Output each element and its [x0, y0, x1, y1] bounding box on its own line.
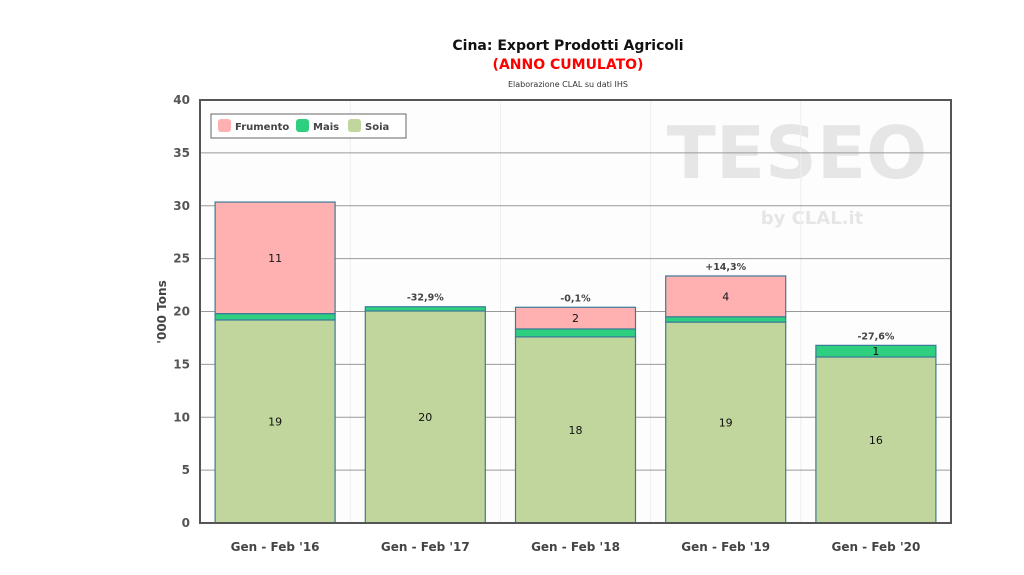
y-tick-label: 10	[173, 410, 190, 424]
bar-value-label: 1	[872, 345, 879, 358]
legend-swatch-mais	[296, 119, 309, 132]
x-tick-label: Gen - Feb '17	[381, 540, 470, 554]
x-tick-label: Gen - Feb '20	[831, 540, 920, 554]
y-tick-label: 0	[182, 516, 190, 530]
y-tick-label: 25	[173, 252, 190, 266]
y-tick-label: 30	[173, 199, 190, 213]
legend-swatch-frumento	[218, 119, 231, 132]
bar-value-label: 19	[719, 417, 733, 430]
watermark-sub: by CLAL.it	[761, 208, 864, 229]
legend-label-frumento[interactable]: Frumento	[235, 122, 289, 133]
bar-segment-mais[interactable]	[514, 328, 637, 338]
bars: 19 11 Gen - Feb '16 20 -32,9% Gen - Feb '17 18…	[214, 201, 937, 554]
chart-title: Cina: Export Prodotti Agricoli	[452, 38, 683, 54]
x-tick-label: Gen - Feb '19	[681, 540, 770, 554]
y-tick-label: 40	[173, 93, 190, 107]
y-axis-label: '000 Tons	[155, 280, 169, 343]
bar-segment-mais[interactable]	[364, 306, 486, 312]
bar-segment-frumento[interactable]	[214, 201, 336, 315]
change-label: +14,3%	[705, 262, 746, 273]
bar-segment-frumento[interactable]	[665, 275, 787, 318]
change-label: -0,1%	[560, 293, 591, 304]
bar-segment-mais[interactable]	[815, 344, 937, 358]
bar-value-label: 2	[572, 312, 579, 325]
bar-segment-mais[interactable]	[665, 316, 787, 323]
bar-value-label: 11	[268, 252, 282, 265]
y-tick-label: 35	[173, 146, 190, 160]
bar-segment-mais[interactable]	[214, 313, 336, 321]
bar-value-label: 4	[722, 290, 729, 303]
x-tick-label: Gen - Feb '16	[231, 540, 320, 554]
plot-border	[199, 99, 952, 524]
change-label: -27,6%	[857, 331, 894, 342]
chart-subtitle: (ANNO CUMULATO)	[493, 57, 644, 73]
legend-label-soia[interactable]: Soia	[365, 122, 389, 133]
change-label: -32,9%	[407, 293, 444, 304]
bar-segment-soia[interactable]	[665, 321, 787, 524]
bar-value-label: 18	[569, 424, 583, 437]
y-tick-label: 5	[182, 463, 190, 477]
x-tick-label: Gen - Feb '18	[531, 540, 620, 554]
legend-label-mais[interactable]: Mais	[313, 122, 339, 133]
bar-value-label: 19	[268, 415, 282, 428]
bar-value-label: 20	[418, 411, 432, 424]
y-tick-label: 20	[173, 305, 190, 319]
legend: Frumento Mais Soia	[210, 113, 407, 139]
bar-value-label: 16	[869, 434, 883, 447]
bar-segment-frumento[interactable]	[514, 306, 637, 330]
bar-segment-soia[interactable]	[214, 319, 336, 524]
legend-swatch-soia	[348, 119, 361, 132]
chart-source: Elaborazione CLAL su dati IHS	[508, 80, 628, 89]
y-tick-label: 15	[173, 357, 190, 371]
